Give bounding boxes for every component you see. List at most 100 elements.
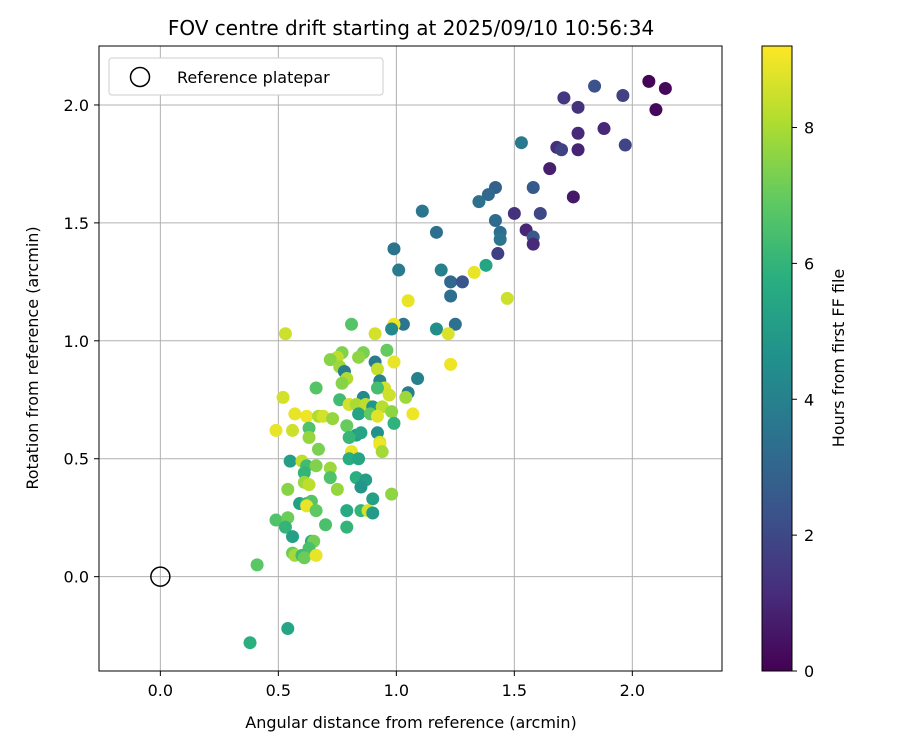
data-point	[399, 390, 413, 404]
data-point	[472, 195, 486, 209]
data-point	[342, 431, 356, 445]
y-axis-ticks: 0.0 0.5 1.0 1.5 2.0	[64, 96, 99, 587]
data-point	[269, 513, 283, 527]
data-point	[571, 100, 585, 114]
data-point	[401, 294, 415, 308]
data-point	[302, 431, 316, 445]
x-tick-label: 1.0	[384, 681, 409, 700]
data-point	[286, 423, 300, 437]
data-point	[323, 461, 337, 475]
legend-entry-reference: Reference platepar	[177, 68, 330, 87]
data-point	[309, 381, 323, 395]
y-tick-label: 1.0	[64, 332, 89, 351]
legend-marker-icon	[129, 66, 151, 88]
colorbar-label: Hours from first FF file	[829, 269, 848, 448]
data-point	[616, 89, 630, 103]
data-point	[250, 558, 264, 572]
data-point	[491, 247, 505, 261]
data-point	[429, 225, 443, 239]
data-point	[415, 204, 429, 218]
data-point	[323, 353, 337, 367]
data-point	[278, 520, 292, 534]
legend-box	[108, 57, 384, 96]
data-point	[323, 471, 337, 485]
data-point	[658, 81, 672, 95]
data-point	[276, 390, 290, 404]
data-point	[281, 622, 295, 636]
data-point	[311, 442, 325, 456]
data-point	[342, 452, 356, 466]
data-point	[330, 482, 344, 496]
data-point	[448, 317, 462, 331]
data-point	[526, 237, 540, 251]
data-point	[352, 407, 366, 421]
data-point	[380, 343, 394, 357]
data-point	[283, 454, 297, 468]
data-point	[444, 357, 458, 371]
data-point	[555, 143, 569, 157]
x-tick-label: 0.0	[148, 681, 173, 700]
colorbar-gradient	[761, 45, 793, 672]
data-point	[467, 265, 481, 279]
data-point	[385, 487, 399, 501]
data-point	[571, 143, 585, 157]
data-point	[557, 91, 571, 105]
data-point	[479, 258, 493, 272]
data-point	[455, 275, 469, 289]
data-point	[297, 551, 311, 565]
data-point	[370, 362, 384, 376]
x-axis-ticks: 0.0 0.5 1.0 1.5 2.0	[148, 671, 645, 700]
data-point	[444, 289, 458, 303]
data-point	[507, 206, 521, 220]
data-points	[243, 74, 672, 650]
data-point	[300, 409, 314, 423]
data-point	[429, 322, 443, 336]
data-point	[526, 181, 540, 195]
x-tick-label: 0.5	[266, 681, 291, 700]
data-point	[269, 423, 283, 437]
data-point	[597, 122, 611, 136]
data-point	[396, 317, 410, 331]
data-point	[243, 636, 257, 650]
reference-platepar-marker	[150, 566, 171, 587]
data-point	[309, 504, 323, 518]
y-axis-label: Rotation from reference (arcmin)	[23, 226, 42, 489]
x-tick-label: 2.0	[620, 681, 645, 700]
data-point	[387, 355, 401, 369]
colorbar-tick-label: 2	[804, 526, 814, 545]
data-point	[352, 350, 366, 364]
data-point	[286, 530, 300, 544]
colorbar-tick-label: 6	[804, 254, 814, 273]
data-point	[319, 518, 333, 532]
data-point	[302, 421, 316, 435]
data-point	[571, 126, 585, 140]
data-point	[411, 372, 425, 386]
data-point	[649, 103, 663, 117]
data-point	[533, 206, 547, 220]
data-point	[488, 214, 502, 228]
data-point	[375, 445, 389, 459]
data-point	[566, 190, 580, 204]
data-point	[340, 520, 354, 534]
y-tick-label: 2.0	[64, 96, 89, 115]
data-point	[481, 188, 495, 202]
data-point	[385, 322, 399, 336]
data-point	[309, 459, 323, 473]
data-point	[441, 327, 455, 341]
data-point	[387, 416, 401, 430]
data-point	[392, 263, 406, 277]
data-point	[618, 138, 632, 152]
data-point	[406, 407, 420, 421]
data-point	[370, 381, 384, 395]
legend: Reference platepar	[108, 57, 384, 96]
data-point	[387, 242, 401, 256]
data-point	[354, 480, 368, 494]
data-point	[366, 492, 380, 506]
chart-title: FOV centre drift starting at 2025/09/10 …	[168, 16, 654, 40]
x-tick-label: 1.5	[502, 681, 527, 700]
data-point	[345, 317, 359, 331]
data-point	[340, 504, 354, 518]
data-point	[514, 136, 528, 150]
grid-lines	[99, 46, 722, 671]
